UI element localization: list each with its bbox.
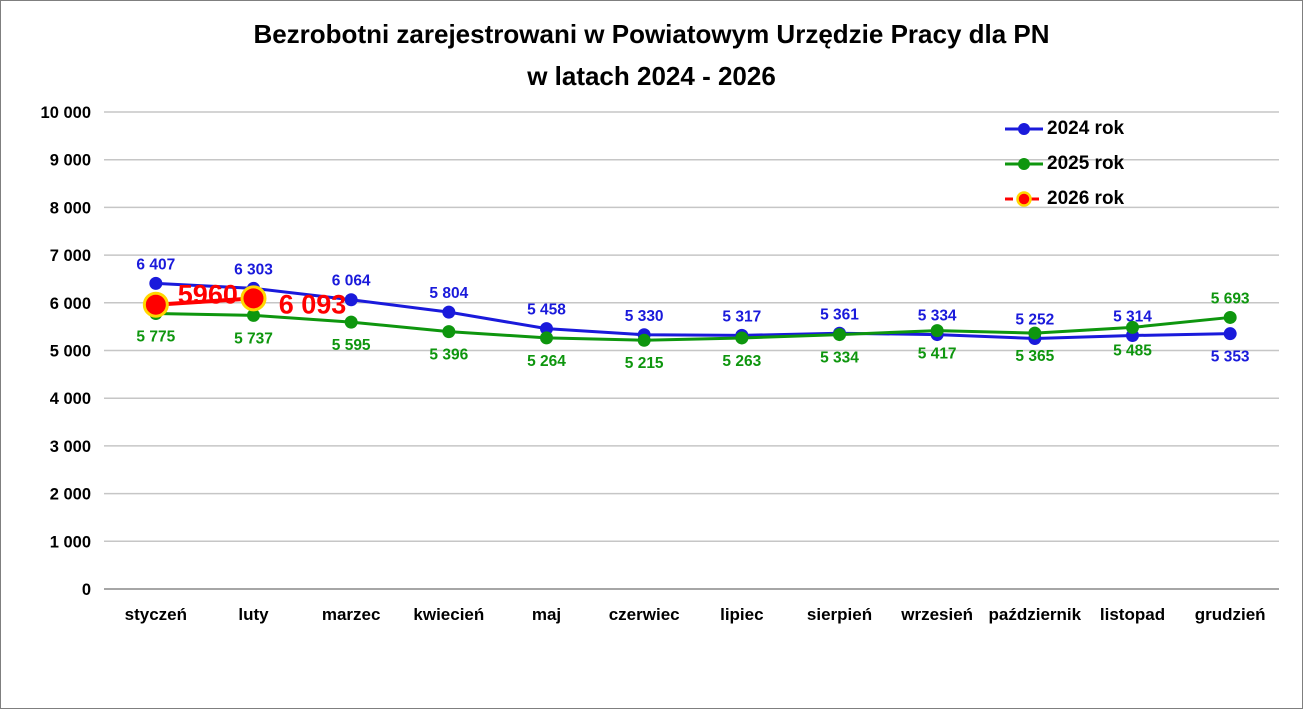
y-tick-label: 9 000	[50, 152, 91, 170]
data-label: 5 330	[625, 308, 664, 325]
x-tick-label: październik	[989, 605, 1082, 624]
series-line-2024-rok	[155, 281, 1231, 340]
chart-title-line2: w latach 2024 - 2026	[527, 61, 776, 91]
x-tick-label: wrzesień	[900, 605, 973, 624]
legend-marker-2026-icon	[1005, 190, 1043, 207]
x-tick-label: sierpień	[807, 605, 872, 624]
data-label: 5 361	[820, 306, 859, 323]
data-label: 5 396	[429, 347, 468, 364]
y-tick-label: 1 000	[50, 533, 91, 551]
y-tick-label: 3 000	[50, 438, 91, 456]
legend-item-2026[interactable]: 2026 rok	[1004, 181, 1124, 216]
data-point	[735, 331, 749, 345]
legend-label-2026: 2026 rok	[1047, 187, 1125, 209]
legend: 2024 rok 2025 rok 2026 rok	[1004, 111, 1124, 216]
data-point	[833, 328, 846, 342]
x-tick-label: marzec	[322, 605, 381, 624]
data-point	[142, 291, 169, 318]
data-label: 6 064	[332, 273, 371, 290]
data-label: 5 775	[136, 329, 175, 346]
data-point	[1028, 326, 1042, 340]
data-label: 5 334	[820, 350, 859, 367]
x-tick-label: listopad	[1100, 605, 1165, 624]
data-label: 5 334	[918, 308, 957, 325]
legend-marker-2024-icon	[1005, 122, 1043, 135]
data-point	[442, 325, 456, 339]
data-label: 5 693	[1211, 290, 1250, 307]
data-point	[442, 305, 456, 319]
series-line-2025-rok	[155, 312, 1231, 342]
y-tick-label: 0	[82, 581, 91, 599]
y-tick-label: 6 000	[50, 295, 91, 313]
legend-label-2024: 2024 rok	[1047, 117, 1125, 139]
data-label: 6 093	[279, 289, 347, 319]
data-label: 5 353	[1211, 349, 1250, 366]
data-label: 5 317	[722, 308, 761, 325]
data-point	[344, 293, 358, 307]
data-label: 5 314	[1113, 309, 1152, 326]
data-point	[1126, 320, 1139, 334]
data-label: 5 215	[625, 355, 664, 372]
legend-item-2024[interactable]: 2024 rok	[1004, 111, 1124, 146]
x-tick-label: styczeń	[125, 605, 187, 624]
legend-item-2025[interactable]: 2025 rok	[1004, 146, 1124, 181]
data-label: 5 252	[1015, 311, 1054, 328]
data-point	[930, 324, 944, 338]
x-tick-label: czerwiec	[609, 605, 680, 624]
data-point	[540, 322, 553, 336]
y-tick-label: 2 000	[50, 486, 91, 504]
data-label: 5 263	[722, 353, 761, 370]
y-tick-label: 7 000	[50, 247, 91, 265]
x-tick-label: luty	[238, 605, 269, 624]
data-point	[1223, 327, 1237, 341]
x-tick-label: maj	[532, 605, 561, 624]
x-tick-label: lipiec	[720, 605, 763, 624]
chart-title: Bezrobotni zarejestrowani w Powiatowym U…	[1, 13, 1302, 97]
data-point	[149, 276, 163, 290]
data-label: 6 407	[136, 256, 175, 273]
chart-title-line1: Bezrobotni zarejestrowani w Powiatowym U…	[253, 19, 1050, 49]
legend-marker-2025-icon	[1005, 157, 1043, 170]
y-tick-label: 10 000	[41, 104, 91, 122]
data-label: 6 303	[234, 261, 273, 278]
y-tick-label: 5 000	[50, 343, 91, 361]
data-label: 5 417	[918, 346, 957, 363]
y-tick-label: 8 000	[50, 199, 91, 217]
data-label: 5 458	[527, 302, 566, 319]
x-tick-label: grudzień	[1195, 605, 1266, 624]
data-point	[247, 308, 260, 322]
data-label: 5960	[178, 280, 238, 310]
data-point	[344, 315, 358, 329]
data-label: 5 737	[234, 330, 273, 347]
data-point	[540, 331, 553, 345]
data-label: 5 804	[429, 285, 468, 302]
data-label: 5 264	[527, 353, 566, 370]
data-label: 5 595	[332, 337, 371, 354]
x-tick-label: kwiecień	[413, 605, 484, 624]
data-label: 5 485	[1113, 342, 1152, 359]
data-point	[240, 285, 267, 312]
data-label: 5 365	[1015, 348, 1054, 365]
legend-label-2025: 2025 rok	[1047, 152, 1125, 174]
y-tick-label: 4 000	[50, 390, 91, 408]
series-line-2026-rok	[155, 296, 254, 307]
data-point	[637, 333, 651, 347]
data-point	[1223, 310, 1237, 324]
